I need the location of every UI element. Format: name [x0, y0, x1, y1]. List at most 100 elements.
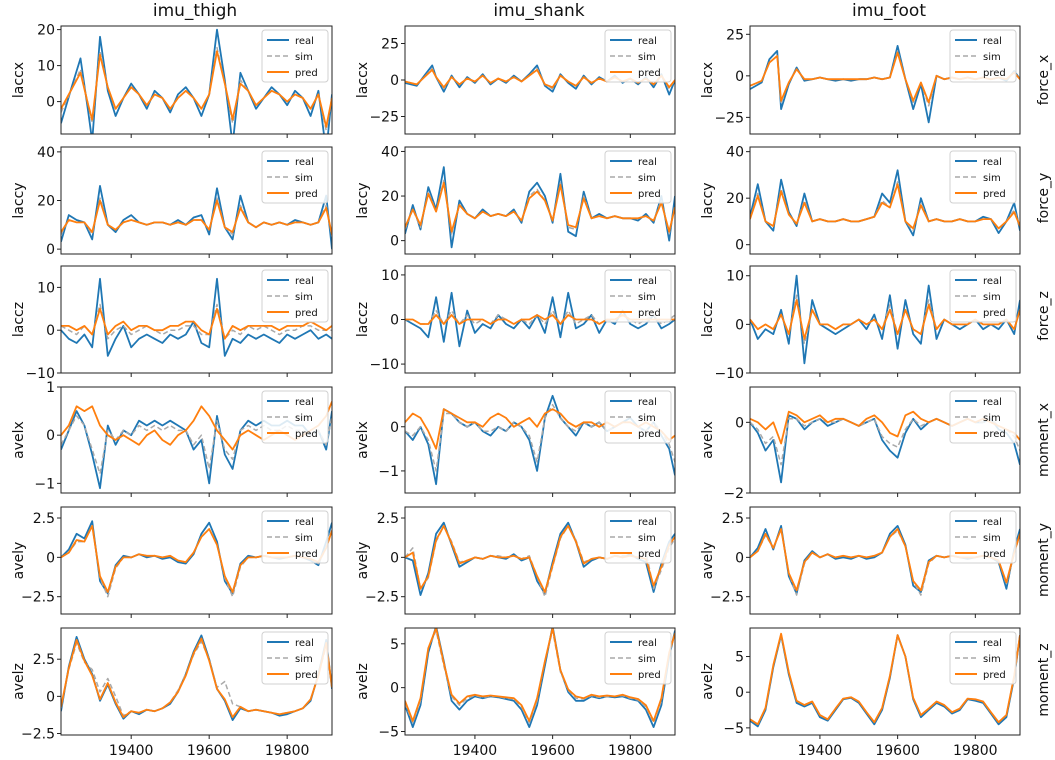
y-tick-label: 0 [46, 323, 55, 339]
x-tick-label: 19800 [608, 743, 653, 759]
y-tick-label: 0 [735, 550, 744, 566]
series-lines [61, 28, 332, 134]
legend-label-pred: pred [295, 68, 318, 79]
legend-label-sim: sim [638, 654, 656, 665]
legend-label-pred: pred [983, 68, 1006, 79]
subplot-laccy-imu_foot: 0 20 40 laccy real sim pred [700, 145, 1021, 258]
y-tick-label: 0 [46, 242, 55, 258]
legend-label-pred: pred [295, 429, 318, 440]
legend-label-real: real [983, 36, 1002, 47]
legend: real sim pred [604, 510, 672, 564]
legend-box [949, 150, 1017, 204]
y-tick-label: 0 [46, 550, 55, 566]
legend-label-sim: sim [295, 654, 313, 665]
series-line-real [61, 277, 332, 357]
legend-box [604, 269, 672, 323]
x-tick-label: 19600 [187, 743, 232, 759]
plot-frame [60, 25, 333, 135]
legend: real sim pred [261, 631, 329, 685]
legend-label-sim: sim [638, 173, 656, 184]
legend-label-real: real [638, 157, 657, 168]
subplot-laccz-imu_thigh: −10 0 10 laccz real sim pred [11, 265, 333, 382]
legend: real sim pred [604, 631, 672, 685]
y-tick-label: 0 [390, 73, 399, 89]
series-line-sim [61, 415, 332, 475]
legend-label-real: real [638, 36, 657, 47]
y-axis-label: laccz [11, 302, 27, 337]
y-tick-label: 0 [735, 415, 744, 431]
legend: real sim pred [949, 150, 1017, 204]
y-tick-label: −1 [34, 476, 55, 492]
y-tick-label: 2.5 [377, 511, 399, 527]
legend-label-real: real [638, 276, 657, 287]
legend: real sim pred [604, 269, 672, 323]
legend-label-sim: sim [295, 533, 313, 544]
y-tick-label: −2.5 [21, 727, 55, 743]
series-line-sim [61, 303, 332, 340]
y-tick-label: 5 [390, 637, 399, 653]
y-tick-label: 40 [37, 145, 55, 161]
legend-label-real: real [983, 517, 1002, 528]
plot-frame [60, 506, 333, 615]
y-tick-label: 0 [735, 238, 744, 254]
subplot-laccz-imu_shank: −10 0 10 laccz real sim pred [355, 265, 676, 377]
y-tick-label: 20 [726, 191, 744, 207]
y-tick-label: 10 [726, 269, 744, 285]
y-tick-label: 20 [37, 194, 55, 210]
series-line-pred [405, 628, 675, 722]
y-tick-label: 5 [735, 650, 744, 666]
y-axis-label: avelz [355, 663, 371, 700]
y-tick-label: 10 [37, 59, 55, 75]
x-tick-label: 19400 [109, 743, 154, 759]
y-axis-label: laccz [355, 302, 371, 337]
series-line-pred [61, 637, 332, 719]
y-tick-label: 40 [381, 144, 399, 160]
y-axis-label: laccx [700, 62, 716, 98]
y-tick-label: −2.5 [21, 590, 55, 606]
legend-label-sim: sim [983, 52, 1001, 63]
x-tick-label: 19800 [265, 743, 310, 759]
subplot-laccx-imu_foot: −25 0 25 laccx real sim pred [700, 25, 1021, 138]
subplot-avelx-imu_foot: −2 0 avelx real sim pred [700, 386, 1021, 502]
legend-label-sim: sim [295, 413, 313, 424]
legend-label-real: real [983, 638, 1002, 649]
legend: real sim pred [604, 390, 672, 444]
legend-label-real: real [295, 157, 314, 168]
y-tick-label: 2.5 [33, 652, 55, 668]
legend-label-sim: sim [638, 52, 656, 63]
y-tick-label: 20 [37, 23, 55, 39]
legend-label-real: real [295, 638, 314, 649]
legend: real sim pred [949, 390, 1017, 444]
legend-label-pred: pred [638, 670, 661, 681]
column-titles: imu_thigh imu_shank imu_foot [153, 1, 926, 21]
y-axis-label: laccx [355, 62, 371, 98]
series-line-pred [61, 199, 332, 235]
right-row-label: moment_y [1036, 523, 1052, 597]
legend-box [604, 29, 672, 83]
y-tick-label: −5 [723, 721, 744, 737]
legend-box [261, 269, 329, 323]
legend-box [604, 390, 672, 444]
y-tick-label: −2 [723, 486, 744, 502]
legend-label-pred: pred [983, 308, 1006, 319]
legend: real sim pred [261, 269, 329, 323]
y-tick-label: 10 [381, 268, 399, 284]
y-tick-label: −5 [378, 724, 399, 740]
y-axis-label: avelx [11, 421, 27, 459]
legend-label-pred: pred [983, 549, 1006, 560]
plot-frame [749, 265, 1021, 374]
y-tick-label: −10 [25, 366, 55, 382]
legend-label-sim: sim [983, 654, 1001, 665]
y-tick-label: 0 [46, 689, 55, 705]
legend-label-pred: pred [638, 429, 661, 440]
legend-label-sim: sim [295, 173, 313, 184]
series-lines [61, 184, 332, 250]
legend-label-pred: pred [983, 429, 1006, 440]
legend-label-sim: sim [983, 413, 1001, 424]
legend-label-pred: pred [983, 189, 1006, 200]
y-axis-label: avelx [355, 421, 371, 459]
legend-box [261, 631, 329, 685]
x-tick-label: 19400 [453, 743, 498, 759]
plot-frame [60, 627, 333, 736]
legend: real sim pred [949, 631, 1017, 685]
